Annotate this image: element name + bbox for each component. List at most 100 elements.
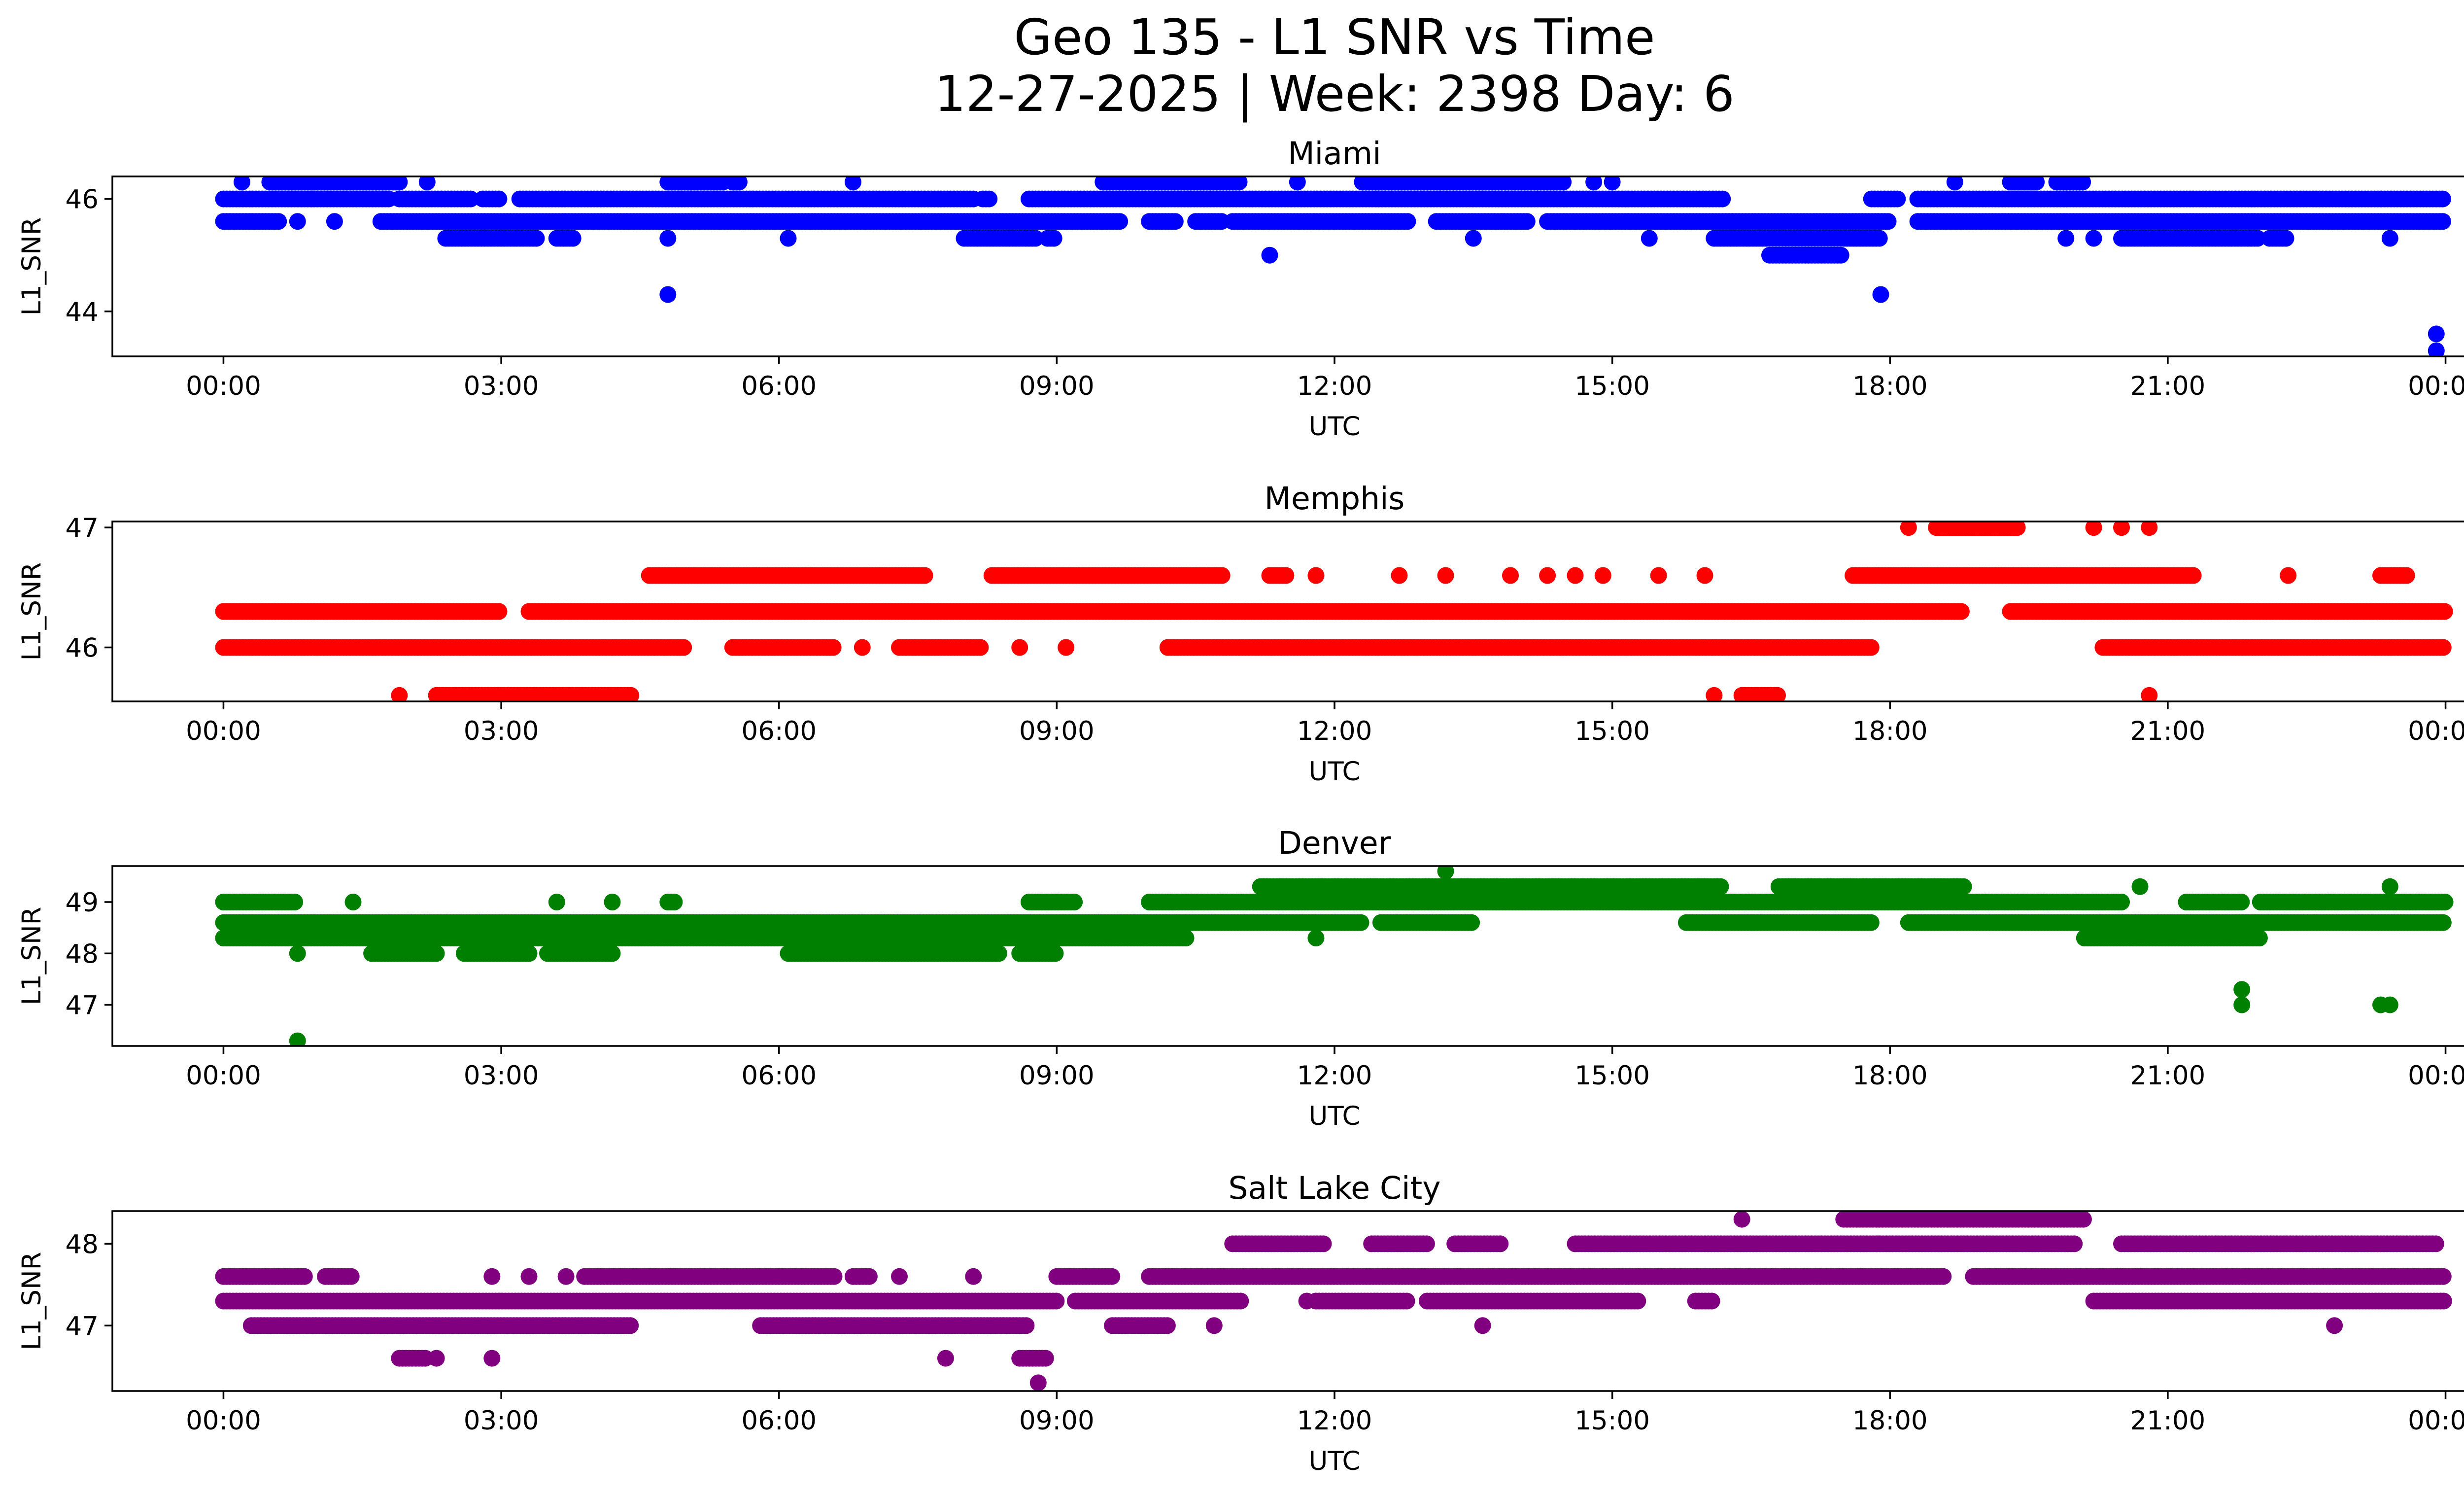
data-point: [270, 213, 287, 230]
data-point: [1391, 567, 1408, 584]
data-point: [2057, 230, 2075, 247]
data-point: [659, 230, 677, 247]
data-point: [1177, 930, 1195, 946]
figure-title-line-1: Geo 135 - L1 SNR vs Time: [1014, 8, 1655, 66]
data-point: [1696, 567, 1713, 584]
data-point: [824, 639, 842, 656]
data-point: [2085, 230, 2102, 247]
x-axis-label: UTC: [1308, 412, 1360, 442]
data-point: [2113, 522, 2130, 536]
data-point: [1213, 567, 1231, 584]
data-point: [564, 230, 582, 247]
data-point: [1641, 230, 1658, 247]
data-point: [418, 176, 436, 191]
data-point: [1650, 567, 1667, 584]
x-tick-label: 12:00: [1297, 716, 1372, 746]
data-point: [1166, 213, 1184, 230]
data-point: [2185, 567, 2202, 584]
data-point: [234, 176, 250, 191]
x-tick-label: 00:00: [2408, 716, 2464, 746]
data-point: [1862, 914, 1880, 931]
data-point: [1539, 567, 1556, 584]
data-point: [2428, 325, 2445, 343]
data-point: [2434, 213, 2451, 230]
data-point: [1862, 639, 1880, 656]
x-tick-label: 21:00: [2130, 371, 2206, 401]
data-point: [391, 687, 408, 701]
x-tick-label: 15:00: [1574, 371, 1650, 401]
data-point: [1518, 213, 1536, 230]
data-point: [622, 687, 640, 701]
data-point: [981, 190, 998, 208]
data-point: [1045, 230, 1062, 247]
data-point: [2028, 176, 2045, 191]
data-point: [490, 190, 508, 208]
data-point: [2428, 342, 2445, 356]
data-point: [2131, 878, 2149, 895]
data-point: [1555, 176, 1572, 191]
x-axis-label: UTC: [1308, 757, 1360, 787]
data-point: [604, 894, 621, 910]
data-point: [490, 603, 508, 620]
y-tick-label: 46: [66, 633, 99, 663]
data-point: [916, 567, 933, 584]
data-point: [1111, 213, 1129, 230]
x-tick-label: 18:00: [1852, 371, 1928, 401]
data-point: [1900, 522, 1917, 536]
data-point: [1946, 176, 1963, 191]
data-point: [1261, 246, 1278, 264]
data-point: [344, 894, 362, 910]
data-point: [1465, 230, 1482, 247]
data-point: [1706, 687, 1723, 701]
subplot-title: Memphis: [1265, 481, 1405, 517]
data-point: [1714, 190, 1731, 208]
data-point: [1955, 878, 1972, 895]
data-point: [780, 230, 797, 247]
data-point: [1769, 687, 1786, 701]
data-point: [2280, 567, 2297, 584]
data-point: [428, 945, 445, 962]
data-point: [1027, 230, 1044, 247]
data-point: [1058, 639, 1075, 656]
data-point: [1463, 914, 1480, 931]
data-point: [2381, 878, 2398, 895]
data-point: [2434, 914, 2452, 931]
data-point: [1872, 286, 1889, 303]
figure-title-line-2: 12-27-2025 | Week: 2398 Day: 6: [934, 65, 1734, 123]
x-tick-label: 15:00: [1574, 716, 1650, 746]
data-point: [2141, 687, 2158, 701]
data-point: [730, 176, 748, 191]
data-point: [666, 894, 683, 910]
data-point: [1011, 639, 1028, 656]
data-point: [675, 639, 692, 656]
data-point: [2233, 894, 2250, 910]
data-point: [1567, 567, 1584, 584]
data-points: [215, 176, 2451, 356]
x-tick-label: 00:00: [186, 371, 261, 401]
y-axis-label: L1_SNR: [17, 217, 47, 316]
data-point: [2085, 522, 2102, 536]
data-point: [2009, 522, 2026, 536]
data-point: [1832, 246, 1849, 264]
x-tick-label: 09:00: [1019, 716, 1095, 746]
data-point: [1231, 176, 1248, 191]
data-point: [1399, 213, 1416, 230]
y-tick-label: 47: [66, 513, 99, 543]
data-point: [1880, 213, 1897, 230]
data-point: [2434, 190, 2451, 208]
data-point: [1594, 567, 1611, 584]
x-tick-label: 12:00: [1297, 371, 1372, 401]
data-point: [2113, 894, 2130, 910]
x-tick-label: 00:00: [2408, 371, 2464, 401]
data-point: [1307, 567, 1325, 584]
data-point: [1871, 230, 1888, 247]
data-point: [854, 639, 871, 656]
subplot-title: Denver: [1278, 825, 1391, 861]
x-tick-label: 18:00: [1852, 716, 1928, 746]
data-point: [2434, 639, 2452, 656]
data-point: [289, 213, 306, 230]
